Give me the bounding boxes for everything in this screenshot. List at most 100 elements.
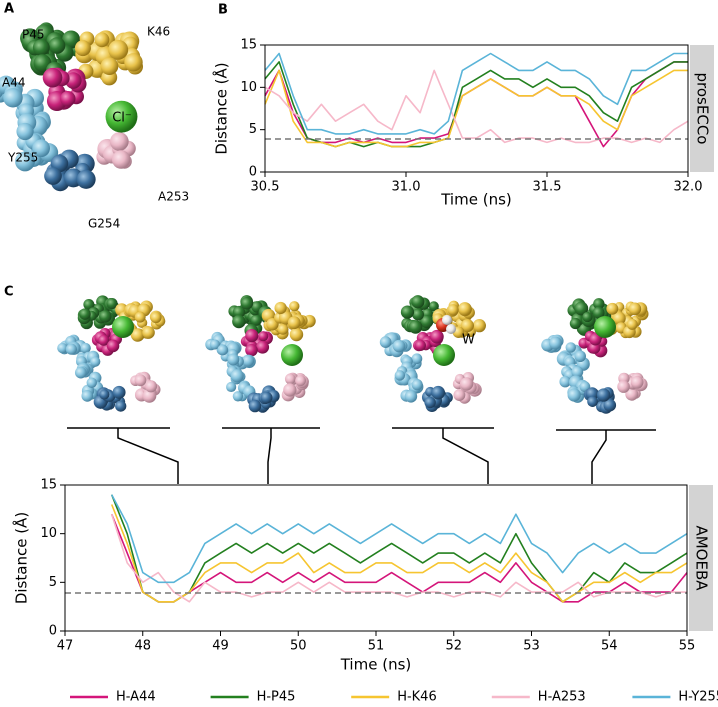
x-tick-label: 54 xyxy=(601,639,618,654)
residue-label: K46 xyxy=(147,25,170,39)
atom xyxy=(255,340,270,354)
atom xyxy=(571,366,584,378)
atom xyxy=(559,375,571,388)
facet-strip xyxy=(690,45,714,172)
atom xyxy=(76,169,96,189)
atom xyxy=(32,139,50,158)
atom xyxy=(295,375,306,387)
y-axis-label: Distance (Å) xyxy=(212,62,231,154)
panel-label: C xyxy=(4,285,14,300)
water-hydrogen xyxy=(446,324,456,334)
atom xyxy=(142,326,155,339)
atom xyxy=(115,400,127,412)
atom xyxy=(408,320,423,334)
atom xyxy=(630,375,644,389)
atom xyxy=(248,399,262,413)
series-line xyxy=(264,69,688,148)
x-tick-label: 52 xyxy=(445,639,462,654)
atom xyxy=(287,316,301,330)
y-tick-label: 10 xyxy=(40,526,57,541)
atom xyxy=(392,339,406,353)
atom xyxy=(230,369,244,383)
atom xyxy=(420,314,434,329)
atom xyxy=(289,301,300,312)
molecule xyxy=(379,295,486,413)
atom xyxy=(240,296,254,310)
series-line xyxy=(264,69,689,144)
atom xyxy=(48,37,66,54)
panel-label: A xyxy=(4,2,14,17)
atom xyxy=(62,30,81,49)
atom xyxy=(74,40,91,57)
atom xyxy=(574,350,586,363)
atom xyxy=(412,308,424,321)
atom xyxy=(245,343,258,357)
atom xyxy=(567,388,581,402)
plot-frame xyxy=(64,484,688,632)
atom xyxy=(400,305,415,319)
atom xyxy=(106,339,120,353)
atom xyxy=(217,344,229,356)
ion-label: Cl⁻ xyxy=(112,111,132,126)
atom xyxy=(424,396,436,409)
atom xyxy=(99,389,110,400)
ion xyxy=(105,100,138,133)
atom xyxy=(241,354,255,367)
x-tick-label: 31.0 xyxy=(392,180,421,195)
atom xyxy=(612,311,626,326)
atom xyxy=(109,132,129,151)
y-tick-label: 5 xyxy=(249,122,257,137)
legend-label: H-A44 xyxy=(116,690,156,705)
atom xyxy=(81,390,94,402)
x-tick-label: 31.5 xyxy=(533,180,562,195)
atom xyxy=(226,381,237,393)
y-axis-label: Distance (Å) xyxy=(12,512,31,604)
atom xyxy=(99,310,112,323)
atom xyxy=(459,377,474,391)
molecule xyxy=(57,295,166,412)
atom xyxy=(549,336,562,350)
atom xyxy=(16,122,34,141)
molecule xyxy=(205,295,316,413)
atom xyxy=(593,298,605,310)
snapshot-connectors xyxy=(67,427,656,484)
atom xyxy=(106,298,118,310)
atom xyxy=(431,385,446,400)
atom xyxy=(57,342,68,354)
overlay: Cl⁻ W xyxy=(112,111,475,348)
atom xyxy=(232,305,246,319)
molecule xyxy=(0,22,144,192)
residue-label: P45 xyxy=(22,28,45,42)
atom xyxy=(274,301,287,315)
atom xyxy=(111,150,131,169)
atom xyxy=(447,304,459,316)
atom xyxy=(79,308,91,320)
atom xyxy=(617,380,630,393)
atom xyxy=(414,339,426,352)
atom xyxy=(32,39,50,57)
atom xyxy=(569,317,582,330)
atom xyxy=(150,311,162,324)
water-hydrogen xyxy=(442,315,452,325)
atom xyxy=(124,53,143,72)
atom xyxy=(458,302,472,316)
series-line xyxy=(264,52,688,135)
x-tick-label: 32.0 xyxy=(674,180,703,195)
atom xyxy=(628,302,642,316)
atom xyxy=(585,387,599,401)
legend-label: H-A253 xyxy=(538,690,586,705)
ion xyxy=(433,344,455,366)
atom xyxy=(15,151,35,172)
atom xyxy=(98,334,110,346)
atom xyxy=(245,328,259,343)
chart: 0 5 10 15 30.5 31.0 31.5 32.0 prosECCo Distance (… xyxy=(212,38,714,209)
molecule xyxy=(541,298,649,414)
atom xyxy=(626,318,638,330)
atom xyxy=(430,329,444,344)
atom xyxy=(404,390,418,403)
y-tick-label: 15 xyxy=(240,38,257,53)
series-line xyxy=(110,494,688,603)
atom xyxy=(83,299,95,311)
atom xyxy=(112,385,126,399)
